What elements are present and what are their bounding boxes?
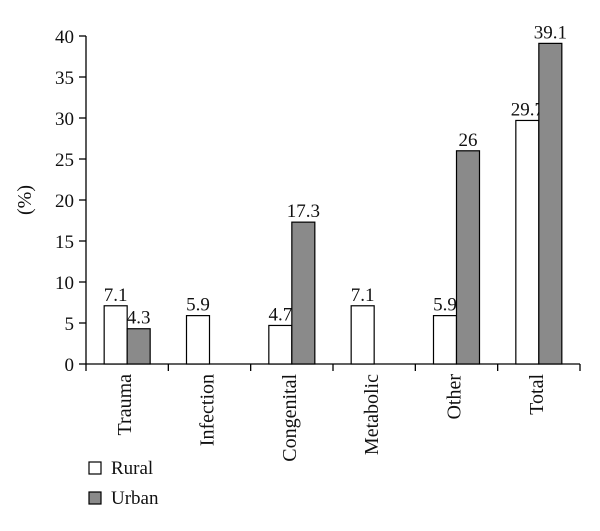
y-tick-label: 5 (65, 314, 75, 335)
bar-urban (126, 328, 151, 365)
category-label: Infection (197, 374, 219, 446)
y-tick-label: 0 (65, 355, 75, 376)
category-label: Metabolic (361, 374, 383, 455)
y-tick-label: 40 (55, 27, 74, 48)
data-label: 26 (459, 130, 478, 151)
data-label: 5.9 (186, 295, 210, 316)
y-tick-label: 30 (55, 109, 74, 130)
data-label: 7.1 (351, 285, 375, 306)
data-label: 4.3 (127, 308, 151, 329)
y-tick-label: 35 (55, 68, 74, 89)
category-label: Total (526, 374, 548, 415)
y-tick-label: 20 (55, 191, 74, 212)
data-label: 4.7 (268, 304, 292, 325)
data-label: 39.1 (534, 22, 567, 43)
data-label: 5.9 (433, 295, 457, 316)
data-label: 7.1 (104, 285, 128, 306)
data-label: 29.7 (511, 99, 544, 120)
y-axis-label: (%) (14, 185, 36, 215)
bar-urban (291, 221, 316, 365)
legend-label-urban: Urban (111, 488, 159, 509)
data-label: 17.3 (287, 201, 320, 222)
y-tick-label: 10 (55, 273, 74, 294)
legend-label-rural: Rural (111, 458, 153, 479)
bar-rural (432, 315, 458, 365)
bar-rural (515, 119, 540, 365)
legend: Rural Urban (88, 458, 159, 509)
bar-rural (103, 305, 128, 365)
bar-urban (538, 42, 563, 365)
bar-urban (455, 150, 481, 365)
legend-swatch-urban (88, 491, 102, 505)
category-label: Trauma (114, 374, 136, 436)
category-label: Congenital (279, 374, 301, 462)
plot-area: 0 5 10 15 20 25 30 35 40 Trauma Infection Congenita… (55, 22, 581, 462)
bar-rural (185, 315, 211, 365)
legend-swatch-rural (88, 461, 102, 475)
bar-rural (350, 305, 375, 365)
y-tick-label: 25 (55, 150, 74, 171)
category-label: Other (444, 374, 466, 420)
y-tick-label: 15 (55, 232, 74, 253)
bar-rural (268, 324, 293, 365)
